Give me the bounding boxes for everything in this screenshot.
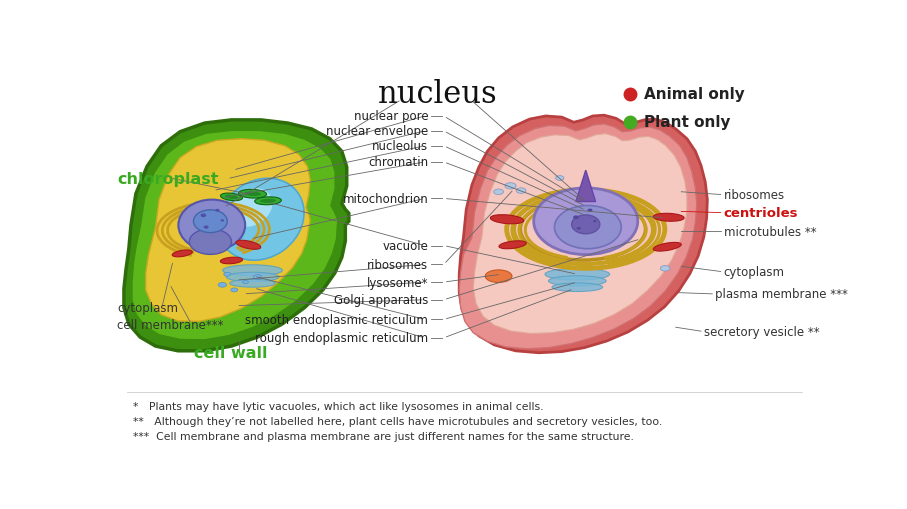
Ellipse shape <box>653 214 684 222</box>
Text: ribosomes: ribosomes <box>724 189 785 202</box>
Text: Golgi apparatus: Golgi apparatus <box>334 294 428 306</box>
Text: microtubules **: microtubules ** <box>724 225 816 238</box>
Ellipse shape <box>220 194 242 201</box>
Ellipse shape <box>190 230 231 255</box>
Ellipse shape <box>224 273 230 276</box>
Ellipse shape <box>220 258 242 264</box>
Text: chloroplast: chloroplast <box>117 171 219 186</box>
Text: rough endoplasmic reticulum: rough endoplasmic reticulum <box>255 332 428 345</box>
Ellipse shape <box>225 195 238 200</box>
Ellipse shape <box>200 214 206 218</box>
Ellipse shape <box>549 276 606 287</box>
Text: mitochondrion: mitochondrion <box>343 192 428 206</box>
Polygon shape <box>124 121 349 351</box>
Text: nucleus: nucleus <box>378 79 498 110</box>
Ellipse shape <box>218 179 304 261</box>
Ellipse shape <box>555 176 564 181</box>
Ellipse shape <box>516 188 526 194</box>
Ellipse shape <box>493 190 503 195</box>
Text: cytoplasm: cytoplasm <box>117 301 178 315</box>
Ellipse shape <box>230 289 238 292</box>
Ellipse shape <box>571 215 600 234</box>
Ellipse shape <box>533 188 638 255</box>
Ellipse shape <box>491 215 523 224</box>
Ellipse shape <box>653 243 681 251</box>
Ellipse shape <box>260 200 276 204</box>
Text: Plant only: Plant only <box>644 115 730 130</box>
Text: **   Although they’re not labelled here, plant cells have microtubules and secre: ** Although they’re not labelled here, p… <box>133 416 662 426</box>
Text: cell membrane***: cell membrane*** <box>117 318 223 331</box>
Polygon shape <box>459 116 707 353</box>
Text: nucleolus: nucleolus <box>372 140 428 153</box>
Text: plasma membrane ***: plasma membrane *** <box>715 288 848 301</box>
Ellipse shape <box>253 275 262 280</box>
Ellipse shape <box>243 281 249 284</box>
Ellipse shape <box>577 228 580 230</box>
Ellipse shape <box>244 192 261 196</box>
Text: Animal only: Animal only <box>644 87 745 102</box>
Text: ribosomes: ribosomes <box>367 259 428 271</box>
Text: *   Plants may have lytic vacuoles, which act like lysosomes in animal cells.: * Plants may have lytic vacuoles, which … <box>133 401 543 411</box>
Ellipse shape <box>172 250 192 258</box>
Ellipse shape <box>239 190 267 199</box>
Ellipse shape <box>229 280 276 288</box>
Ellipse shape <box>223 265 282 276</box>
Ellipse shape <box>499 241 526 249</box>
Text: smooth endoplasmic reticulum: smooth endoplasmic reticulum <box>246 313 428 326</box>
Ellipse shape <box>204 226 209 229</box>
Text: cytoplasm: cytoplasm <box>724 266 785 278</box>
Polygon shape <box>459 125 697 349</box>
Ellipse shape <box>193 210 228 233</box>
Ellipse shape <box>505 183 516 190</box>
Text: centrioles: centrioles <box>724 207 798 220</box>
Text: cell wall: cell wall <box>194 346 268 360</box>
Text: nuclear pore: nuclear pore <box>354 110 428 123</box>
Text: nuclear envelope: nuclear envelope <box>326 125 428 138</box>
Text: lysosome*: lysosome* <box>366 276 428 289</box>
Text: secretory vesicle **: secretory vesicle ** <box>704 325 819 338</box>
Ellipse shape <box>593 220 597 223</box>
Ellipse shape <box>255 197 281 205</box>
Ellipse shape <box>552 284 602 292</box>
Ellipse shape <box>545 269 610 280</box>
Text: ***  Cell membrane and plasma membrane are just different names for the same str: *** Cell membrane and plasma membrane ar… <box>133 431 634 441</box>
Polygon shape <box>146 139 310 322</box>
Ellipse shape <box>588 209 592 212</box>
Ellipse shape <box>554 206 621 249</box>
Ellipse shape <box>179 200 245 251</box>
Ellipse shape <box>573 216 579 220</box>
Text: vacuole: vacuole <box>383 240 428 252</box>
Ellipse shape <box>220 220 224 222</box>
Ellipse shape <box>236 241 260 250</box>
Ellipse shape <box>215 209 219 212</box>
Ellipse shape <box>226 273 279 282</box>
Polygon shape <box>132 131 338 341</box>
Ellipse shape <box>660 266 670 271</box>
Text: chromatin: chromatin <box>368 156 428 169</box>
Ellipse shape <box>218 283 227 288</box>
Ellipse shape <box>485 270 512 283</box>
Polygon shape <box>473 134 687 334</box>
Polygon shape <box>576 171 596 202</box>
Ellipse shape <box>229 189 272 228</box>
